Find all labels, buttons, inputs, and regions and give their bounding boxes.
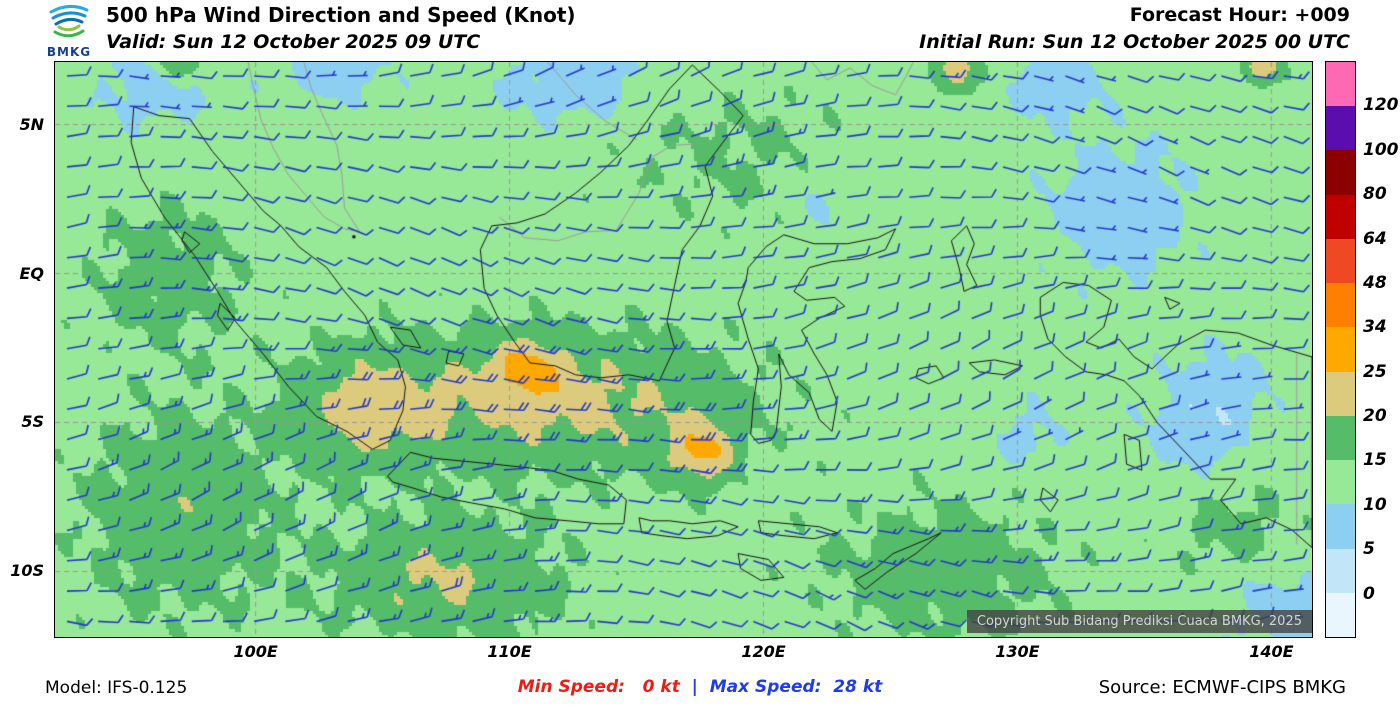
lon-tick-label: 100E: [233, 642, 278, 661]
lon-tick-label: 120E: [741, 642, 786, 661]
lat-tick-label: 10S: [10, 561, 44, 581]
copyright-watermark: Copyright Sub Bidang Prediksi Cuaca BMKG…: [966, 610, 1312, 633]
colorbar-label: 34: [1363, 317, 1387, 338]
colorbar-segment: [1326, 62, 1355, 107]
colorbar-segment: [1326, 592, 1355, 638]
bmkg-logo-icon: [49, 5, 89, 38]
source-info: Source: ECMWF-CIPS BMKG: [1098, 677, 1346, 698]
lat-tick-label: 5S: [21, 412, 44, 432]
max-speed: Max Speed: 28 kt: [709, 677, 883, 697]
bmkg-logo: BMKG: [40, 1, 98, 59]
speed-summary: Min Speed: 0 kt | Max Speed: 28 kt: [518, 677, 883, 697]
colorbar-segment: [1326, 504, 1355, 549]
colorbar-segment: [1326, 327, 1355, 372]
lat-tick-label: 5N: [19, 114, 44, 134]
valid-time: Valid: Sun 12 October 2025 09 UTC: [106, 31, 481, 53]
forecast-hour: Forecast Hour: +009: [1129, 4, 1350, 26]
wind-speed-colorbar: [1325, 61, 1356, 638]
lon-tick-label: 140E: [1249, 642, 1294, 661]
colorbar-segment: [1326, 238, 1355, 284]
colorbar-label: 15: [1363, 450, 1387, 471]
min-speed: Min Speed: 0 kt: [517, 677, 680, 697]
wind-map-canvas: [55, 62, 1312, 637]
page-title: 500 hPa Wind Direction and Speed (Knot): [106, 3, 576, 27]
colorbar-segment: [1326, 150, 1355, 195]
colorbar-label: 25: [1363, 361, 1387, 382]
bmkg-logo-text: BMKG: [46, 45, 92, 59]
colorbar-segment: [1326, 415, 1355, 461]
colorbar-segment: [1326, 548, 1355, 593]
colorbar-segment: [1326, 371, 1355, 416]
latitude-axis: 5N EQ 5S 10S: [0, 61, 50, 638]
colorbar-segment: [1326, 194, 1355, 239]
lon-tick-label: 130E: [995, 642, 1040, 661]
colorbar-segment: [1326, 460, 1355, 505]
colorbar-label: 80: [1363, 184, 1387, 205]
colorbar-label: 120: [1363, 95, 1399, 116]
colorbar-segment: [1326, 283, 1355, 328]
colorbar-label: 100: [1363, 139, 1399, 160]
colorbar-label: 5: [1363, 539, 1375, 560]
colorbar-label: 0: [1363, 583, 1375, 604]
lon-tick-label: 110E: [487, 642, 532, 661]
colorbar-label: 20: [1363, 406, 1387, 427]
colorbar-label: 48: [1363, 272, 1387, 293]
speed-separator: |: [679, 677, 710, 697]
colorbar-segment: [1326, 106, 1355, 151]
lat-tick-label: EQ: [19, 263, 44, 283]
map-area: Copyright Sub Bidang Prediksi Cuaca BMKG…: [54, 61, 1313, 638]
colorbar-label: 10: [1363, 494, 1387, 515]
model-info: Model: IFS-0.125: [45, 678, 188, 698]
initial-run: Initial Run: Sun 12 October 2025 00 UTC: [919, 31, 1350, 53]
colorbar-label: 64: [1363, 228, 1387, 249]
